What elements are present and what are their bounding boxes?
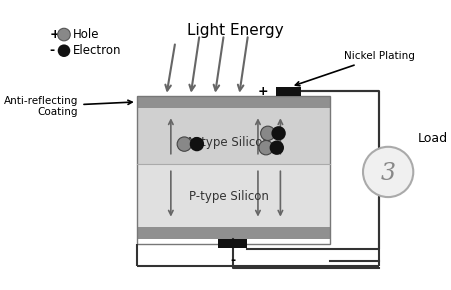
Text: +: + bbox=[50, 28, 60, 41]
Circle shape bbox=[363, 147, 413, 197]
Text: 3: 3 bbox=[381, 162, 396, 185]
Text: Load: Load bbox=[418, 132, 448, 145]
Bar bbox=[276, 87, 301, 96]
Text: Nickel Plating: Nickel Plating bbox=[295, 52, 415, 86]
Text: Anti-reflecting
Coating: Anti-reflecting Coating bbox=[4, 96, 132, 117]
Bar bbox=[137, 96, 330, 108]
Text: Light Energy: Light Energy bbox=[187, 23, 284, 39]
Text: -: - bbox=[50, 44, 55, 57]
Bar bbox=[137, 96, 330, 244]
Circle shape bbox=[270, 141, 284, 155]
Text: P-type Silicon: P-type Silicon bbox=[189, 190, 269, 203]
Circle shape bbox=[58, 44, 70, 57]
Text: +: + bbox=[258, 85, 269, 98]
Circle shape bbox=[259, 141, 273, 155]
Bar bbox=[137, 164, 330, 227]
Bar bbox=[137, 108, 330, 164]
Text: N-type Silicon: N-type Silicon bbox=[189, 136, 270, 149]
Text: Electron: Electron bbox=[73, 44, 121, 57]
Text: Hole: Hole bbox=[73, 28, 100, 41]
Bar bbox=[218, 239, 247, 248]
Circle shape bbox=[58, 28, 70, 41]
Text: -: - bbox=[230, 254, 235, 267]
Circle shape bbox=[190, 137, 204, 151]
Bar bbox=[137, 227, 330, 239]
Circle shape bbox=[261, 126, 275, 141]
Circle shape bbox=[177, 137, 192, 151]
Circle shape bbox=[272, 126, 286, 141]
